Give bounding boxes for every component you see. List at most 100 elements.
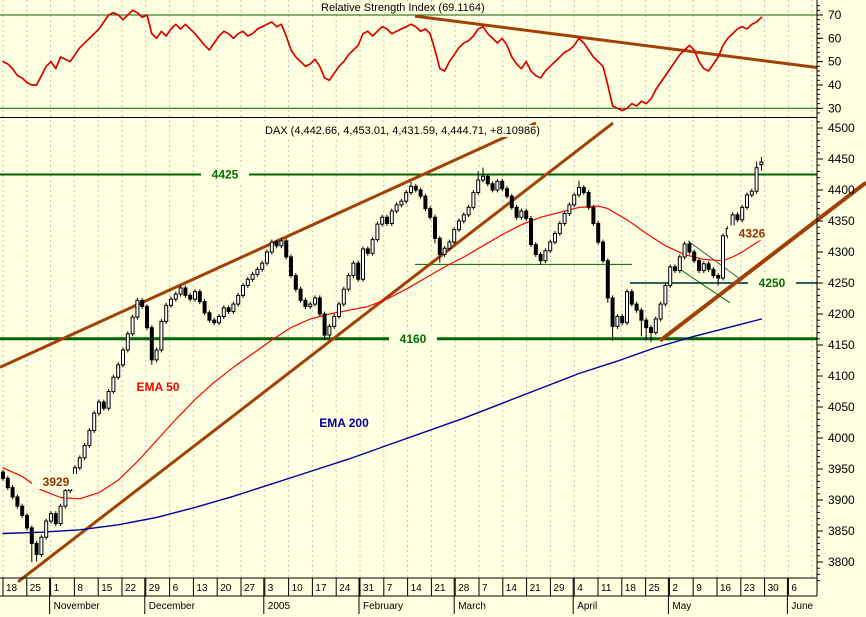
candle bbox=[749, 190, 754, 196]
svg-text:4326: 4326 bbox=[739, 226, 766, 240]
svg-text:4050: 4050 bbox=[828, 400, 855, 414]
svg-text:28: 28 bbox=[458, 583, 470, 594]
svg-text:50: 50 bbox=[828, 55, 842, 69]
svg-text:8: 8 bbox=[77, 583, 83, 594]
candle bbox=[260, 262, 265, 270]
candle bbox=[711, 268, 716, 277]
candle bbox=[327, 325, 332, 336]
svg-text:7: 7 bbox=[387, 583, 393, 594]
label-pill bbox=[728, 225, 776, 241]
candle bbox=[298, 288, 303, 301]
svg-text:31: 31 bbox=[363, 583, 375, 594]
candle bbox=[581, 187, 586, 193]
candle bbox=[29, 527, 34, 544]
candle bbox=[159, 320, 164, 351]
candle bbox=[509, 195, 514, 208]
svg-text:3: 3 bbox=[268, 583, 274, 594]
candle bbox=[145, 306, 149, 329]
candle bbox=[524, 210, 529, 220]
svg-text:4300: 4300 bbox=[828, 245, 855, 259]
candle bbox=[255, 268, 260, 275]
candle bbox=[25, 515, 29, 529]
candle bbox=[226, 307, 231, 313]
candle bbox=[188, 294, 193, 300]
candle bbox=[130, 316, 135, 335]
candle bbox=[34, 542, 39, 556]
candle bbox=[274, 241, 279, 247]
candle bbox=[562, 213, 567, 224]
svg-text:14: 14 bbox=[506, 583, 518, 594]
label-pill bbox=[312, 415, 376, 430]
svg-text:23: 23 bbox=[744, 583, 756, 594]
svg-text:60: 60 bbox=[828, 31, 842, 45]
candle bbox=[375, 223, 380, 241]
candle bbox=[121, 349, 125, 366]
rsi-panel-title: Relative Strength Index (69.1164) bbox=[318, 2, 488, 14]
candle bbox=[567, 204, 572, 215]
svg-text:March: March bbox=[458, 601, 486, 612]
candle bbox=[701, 263, 706, 272]
svg-text:6: 6 bbox=[791, 583, 797, 594]
candle bbox=[658, 303, 663, 320]
candle bbox=[437, 237, 442, 255]
candle bbox=[692, 251, 697, 262]
candle bbox=[116, 364, 121, 378]
svg-text:6: 6 bbox=[173, 583, 179, 594]
candle bbox=[269, 241, 274, 253]
candle bbox=[341, 288, 346, 305]
candle bbox=[490, 183, 495, 191]
candle bbox=[399, 200, 404, 206]
svg-text:June: June bbox=[791, 601, 813, 612]
candle bbox=[644, 319, 649, 329]
candle bbox=[63, 490, 68, 507]
candle bbox=[452, 229, 457, 243]
candle bbox=[557, 222, 562, 234]
candle bbox=[625, 291, 629, 324]
candle bbox=[125, 333, 130, 351]
candle bbox=[673, 266, 677, 272]
svg-text:14: 14 bbox=[411, 583, 423, 594]
svg-text:30: 30 bbox=[828, 101, 842, 115]
candle bbox=[634, 303, 639, 311]
candle bbox=[221, 307, 226, 317]
week-gridlines bbox=[2, 0, 813, 578]
svg-text:4250: 4250 bbox=[759, 276, 786, 290]
candle bbox=[303, 299, 308, 308]
candle bbox=[433, 216, 437, 239]
candle bbox=[140, 299, 145, 308]
svg-text:4450: 4450 bbox=[828, 152, 855, 166]
svg-text:9: 9 bbox=[696, 583, 702, 594]
candle bbox=[538, 253, 543, 262]
candle bbox=[514, 206, 519, 218]
candle bbox=[265, 251, 269, 264]
candle bbox=[615, 315, 620, 327]
svg-text:EMA 200: EMA 200 bbox=[319, 416, 369, 430]
candle bbox=[39, 536, 44, 556]
candle bbox=[389, 210, 394, 224]
candle bbox=[332, 315, 337, 327]
trendlines bbox=[0, 121, 866, 584]
candle bbox=[111, 376, 116, 392]
candle bbox=[649, 327, 653, 334]
svg-text:3900: 3900 bbox=[828, 493, 855, 507]
candle bbox=[15, 496, 20, 507]
svg-text:18: 18 bbox=[625, 583, 637, 594]
candle bbox=[533, 244, 538, 255]
candle bbox=[154, 349, 159, 361]
x-axis: 18 25 1 8 15 22 29 6 13 20 27 3 10 17 24 31 7 14 21 28 7 14 21… bbox=[0, 577, 818, 614]
candle bbox=[428, 208, 433, 218]
candle bbox=[313, 297, 317, 305]
svg-text:3800: 3800 bbox=[828, 555, 855, 569]
candle bbox=[596, 222, 601, 243]
svg-text:December: December bbox=[149, 601, 196, 612]
candle bbox=[236, 294, 241, 305]
candle bbox=[5, 477, 10, 489]
svg-text:24: 24 bbox=[339, 583, 351, 594]
label-pill bbox=[389, 330, 437, 346]
svg-text:November: November bbox=[54, 601, 101, 612]
candle bbox=[322, 313, 327, 336]
candle bbox=[610, 297, 615, 327]
dax-quote-title: DAX (4,442.66, 4,453.01, 4,431.59, 4,444… bbox=[262, 125, 543, 137]
candle bbox=[485, 175, 490, 185]
candle bbox=[553, 232, 557, 243]
